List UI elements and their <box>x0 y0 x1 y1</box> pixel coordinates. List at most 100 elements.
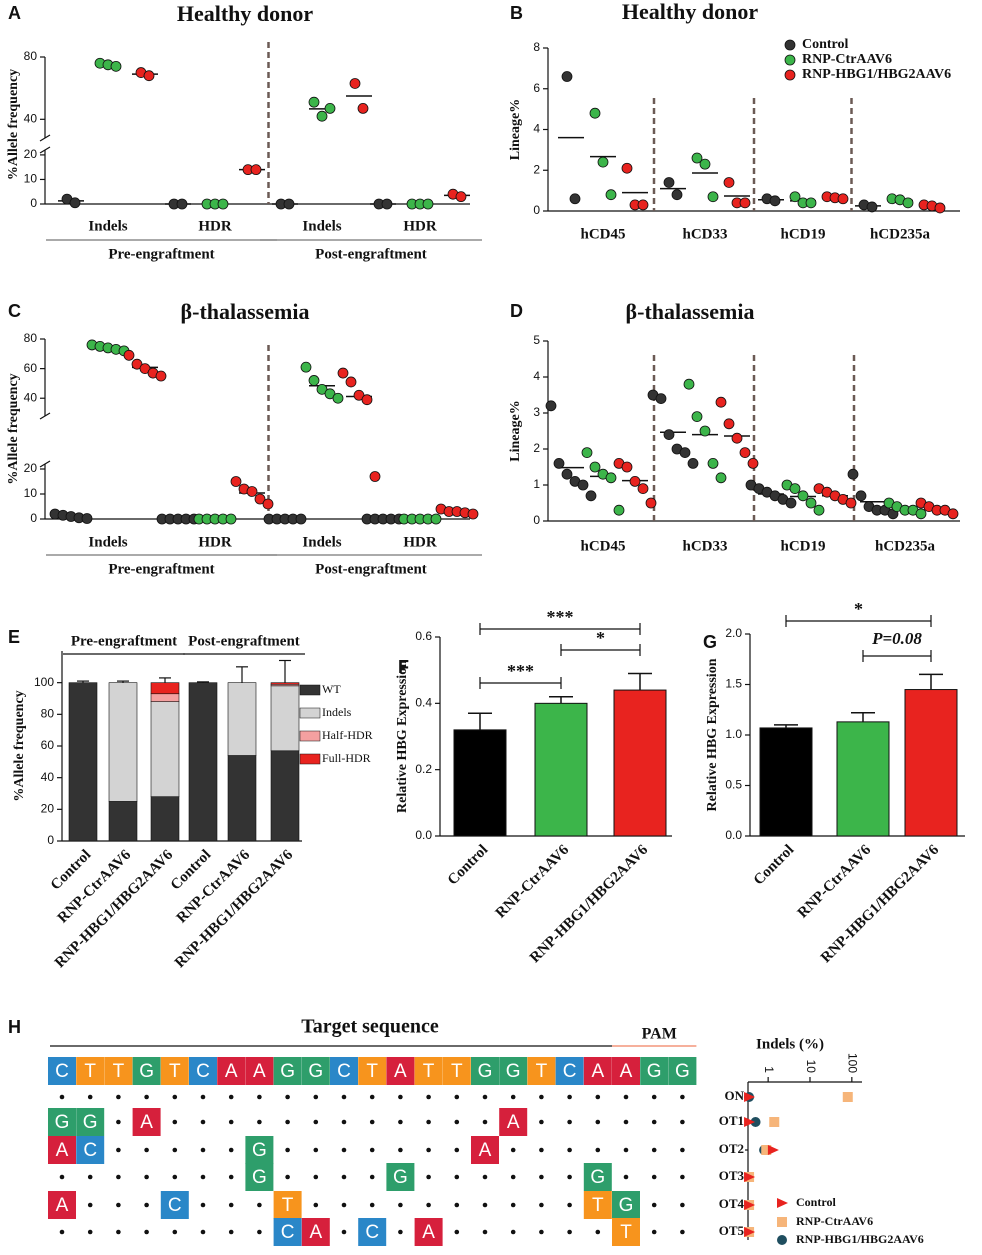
y-tick-label: 40 <box>24 111 38 125</box>
dot <box>623 1174 629 1180</box>
base-letter: C <box>337 1061 351 1082</box>
group-label: Post-engraftment <box>188 633 300 649</box>
bar-segment <box>270 682 300 685</box>
x-tick-label: Indels <box>88 218 127 234</box>
y-tick-label: 2.0 <box>725 626 742 640</box>
data-point <box>739 447 751 459</box>
base-letter: T <box>366 1061 378 1082</box>
panel-letter: A <box>8 3 21 23</box>
dot <box>369 1202 375 1208</box>
y-axis-label: %Allele frequency <box>6 69 21 180</box>
marker <box>767 1145 779 1155</box>
base-letter: A <box>591 1061 604 1082</box>
dot <box>313 1147 319 1153</box>
base-box <box>273 1218 302 1246</box>
dot <box>651 1119 657 1125</box>
dot <box>172 1119 178 1125</box>
base-letter: A <box>620 1061 633 1082</box>
legend-label: RNP-HBG1/HBG2AAV6 <box>802 67 951 82</box>
axis-break <box>39 134 51 142</box>
data-point <box>589 107 601 119</box>
base-letter: A <box>225 1061 238 1082</box>
dot <box>482 1094 488 1100</box>
data-point <box>230 476 242 487</box>
dot <box>623 1147 629 1153</box>
data-point <box>629 475 641 487</box>
dot <box>651 1094 657 1100</box>
data-point <box>934 202 946 214</box>
dot <box>257 1229 262 1235</box>
dot <box>454 1229 460 1235</box>
dot <box>87 1094 93 1100</box>
base-box <box>499 1057 528 1085</box>
chart-title: Healthy donor <box>622 0 759 24</box>
data-point <box>655 393 667 405</box>
data-point <box>769 195 781 207</box>
data-point <box>691 411 703 423</box>
base-box <box>330 1057 358 1085</box>
marker <box>750 1117 761 1127</box>
legend-label: WT <box>322 682 341 696</box>
data-point <box>621 162 633 174</box>
dot <box>426 1174 431 1180</box>
bar-segment <box>108 682 138 802</box>
x-tick-label: Control <box>751 842 797 888</box>
base-letter: G <box>55 1112 70 1133</box>
x-tick-label: hCD235a <box>870 226 931 242</box>
data-point <box>225 513 237 525</box>
x-tick-label: HDR <box>198 534 232 550</box>
pam-label: PAM <box>642 1026 677 1043</box>
legend-label: RNP-CtrAAV6 <box>802 52 892 67</box>
dot <box>228 1119 234 1125</box>
base-letter: G <box>252 1167 267 1188</box>
base-letter: G <box>83 1112 98 1133</box>
base-box <box>76 1108 105 1136</box>
marker <box>769 1117 780 1127</box>
dot <box>539 1119 544 1125</box>
data-point <box>545 400 557 412</box>
base-box <box>189 1057 217 1085</box>
dot <box>680 1202 685 1208</box>
data-point <box>422 198 434 210</box>
dot <box>539 1202 544 1208</box>
base-box <box>386 1057 415 1085</box>
x-tick-label: hCD19 <box>780 226 825 242</box>
dot <box>510 1094 516 1100</box>
y-tick-label: 20 <box>41 802 55 816</box>
y-tick-label: 0 <box>533 203 540 217</box>
dot <box>116 1174 121 1180</box>
data-point <box>585 490 597 502</box>
x-tick-label: hCD235a <box>875 538 936 554</box>
base-box <box>471 1136 499 1164</box>
panel-letter: F <box>398 657 409 677</box>
dot <box>116 1094 121 1100</box>
y-tick-label: 60 <box>24 361 38 375</box>
group-label: Pre-engraftment <box>71 633 177 649</box>
dot <box>257 1119 262 1125</box>
dot <box>595 1119 601 1125</box>
significance-label: P=0.08 <box>871 629 922 648</box>
base-box <box>48 1057 76 1085</box>
base-box <box>104 1057 133 1085</box>
bar-segment <box>270 685 300 752</box>
dot <box>454 1147 460 1153</box>
bar <box>759 727 813 837</box>
dot <box>539 1174 544 1180</box>
panel-letter: C <box>8 301 21 321</box>
legend-label: Control <box>796 1195 836 1209</box>
data-point <box>605 472 617 484</box>
base-box <box>217 1057 246 1085</box>
y-tick-label: 10 <box>24 486 38 500</box>
panel-letter: H <box>8 1017 21 1037</box>
base-box <box>668 1057 697 1085</box>
dot <box>341 1094 347 1100</box>
dot <box>510 1147 516 1153</box>
base-box <box>414 1057 443 1085</box>
y-axis-label: %Allele frequency <box>12 690 27 801</box>
dot <box>313 1174 319 1180</box>
x-tick-label: 100 <box>846 1053 860 1073</box>
data-point <box>300 361 312 373</box>
dot <box>398 1229 403 1235</box>
dot <box>341 1147 347 1153</box>
dot <box>313 1094 319 1100</box>
